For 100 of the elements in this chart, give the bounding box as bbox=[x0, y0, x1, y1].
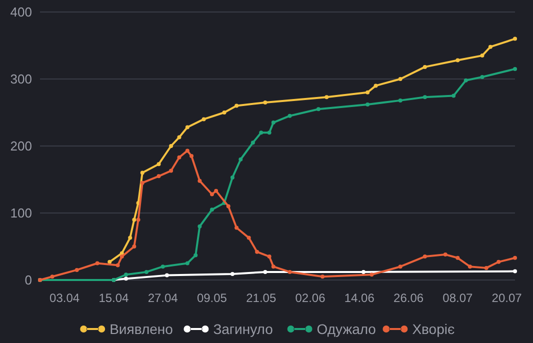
x-tick-label: 20.07 bbox=[492, 291, 522, 305]
point bbox=[50, 274, 54, 279]
point bbox=[140, 180, 144, 185]
point bbox=[156, 174, 161, 178]
point bbox=[513, 36, 517, 41]
point bbox=[124, 272, 128, 277]
point bbox=[456, 256, 460, 260]
point bbox=[398, 77, 402, 81]
point bbox=[132, 218, 136, 222]
point bbox=[116, 263, 120, 268]
point bbox=[513, 269, 517, 274]
x-tick-label: 21.05 bbox=[246, 291, 276, 305]
point bbox=[496, 260, 501, 264]
legend-label: Хворіє bbox=[412, 320, 455, 337]
point bbox=[422, 95, 427, 100]
point bbox=[324, 95, 329, 100]
point bbox=[234, 226, 239, 230]
point bbox=[422, 254, 427, 259]
point bbox=[185, 148, 190, 153]
point bbox=[320, 274, 325, 279]
point bbox=[169, 144, 174, 148]
point bbox=[288, 270, 292, 274]
point bbox=[210, 208, 214, 212]
point bbox=[488, 44, 492, 49]
point bbox=[255, 250, 260, 254]
x-tick-label: 14.06 bbox=[344, 291, 375, 305]
point bbox=[120, 254, 124, 259]
point bbox=[190, 154, 194, 158]
point bbox=[267, 130, 272, 135]
point bbox=[210, 192, 214, 196]
y-tick-label: 0 bbox=[24, 272, 32, 288]
point bbox=[443, 252, 448, 257]
point bbox=[263, 100, 268, 104]
point bbox=[361, 270, 366, 274]
x-tick-label: 15.04 bbox=[98, 291, 130, 305]
x-tick-label: 03.04 bbox=[50, 291, 80, 305]
x-tick-label: 08.07 bbox=[442, 291, 474, 305]
x-tick-label: 26.06 bbox=[394, 291, 424, 305]
point bbox=[136, 218, 140, 222]
point bbox=[202, 117, 206, 122]
legend-label: Загинуло bbox=[213, 320, 274, 337]
x-tick-label: 09.05 bbox=[196, 291, 228, 305]
point bbox=[177, 135, 182, 140]
point bbox=[194, 253, 198, 258]
point bbox=[226, 204, 230, 208]
point bbox=[177, 155, 182, 160]
x-tick-label: 27.04 bbox=[148, 291, 178, 305]
point bbox=[271, 120, 276, 125]
point bbox=[250, 140, 255, 145]
point bbox=[513, 66, 517, 71]
point bbox=[422, 64, 427, 69]
point bbox=[464, 78, 468, 82]
point bbox=[366, 102, 370, 106]
point bbox=[198, 178, 202, 183]
point bbox=[140, 170, 144, 175]
point bbox=[484, 266, 488, 270]
point bbox=[120, 251, 124, 256]
point bbox=[214, 188, 218, 193]
point bbox=[234, 104, 239, 108]
point bbox=[222, 110, 226, 114]
point bbox=[288, 114, 292, 118]
y-tick-label: 300 bbox=[10, 72, 32, 87]
point bbox=[366, 90, 370, 94]
point bbox=[374, 84, 378, 88]
point bbox=[124, 276, 128, 281]
point bbox=[108, 260, 112, 264]
point bbox=[185, 125, 190, 130]
point bbox=[156, 162, 161, 166]
point bbox=[480, 74, 484, 79]
point bbox=[230, 272, 234, 276]
point bbox=[238, 157, 243, 162]
point bbox=[370, 272, 374, 277]
point bbox=[513, 256, 517, 260]
point bbox=[468, 264, 472, 269]
point bbox=[246, 236, 251, 240]
legend-label: Одужало bbox=[316, 320, 376, 337]
point bbox=[271, 264, 276, 269]
point bbox=[185, 261, 190, 266]
point bbox=[198, 224, 202, 228]
y-tick-label: 400 bbox=[10, 4, 32, 20]
y-tick-label: 100 bbox=[10, 206, 32, 221]
point bbox=[456, 58, 460, 62]
legend-label: Виявлено bbox=[110, 320, 174, 337]
point bbox=[164, 273, 169, 278]
point bbox=[128, 236, 132, 240]
point bbox=[144, 270, 148, 274]
point bbox=[398, 264, 402, 269]
point bbox=[230, 175, 234, 180]
point bbox=[316, 107, 320, 112]
point bbox=[132, 244, 136, 248]
point bbox=[259, 130, 264, 135]
point bbox=[169, 168, 174, 173]
point bbox=[452, 94, 456, 98]
point bbox=[95, 261, 100, 266]
point bbox=[398, 98, 402, 102]
point bbox=[480, 54, 484, 58]
x-tick-label: 02.06 bbox=[295, 291, 326, 305]
point bbox=[74, 268, 79, 272]
y-tick-label: 200 bbox=[10, 138, 32, 154]
point bbox=[263, 270, 268, 274]
